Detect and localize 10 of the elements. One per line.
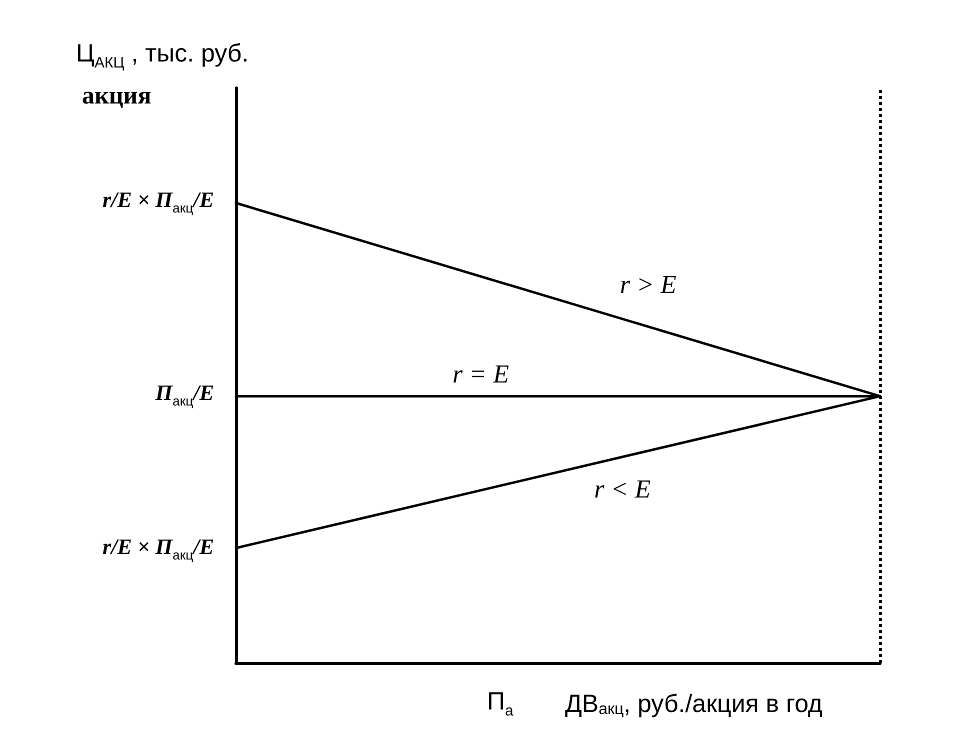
series-label: r > E [620,270,677,300]
text: Ц$_{АКЦ}$ , тыс. руб. [76,39,249,72]
text: акция [82,82,152,110]
text: П$_{а}$ [487,687,514,720]
series-label: r = E [452,360,510,389]
series-label: r < E [594,474,651,504]
annotation: r/E × П$_{акц}$/E [102,187,214,216]
x-axis-title: ДВакц, руб./акция в год [565,690,823,718]
annotation: П$_{акц}$/E [155,380,214,409]
annotation: r/E × П$_{акц}$/E [102,534,214,563]
